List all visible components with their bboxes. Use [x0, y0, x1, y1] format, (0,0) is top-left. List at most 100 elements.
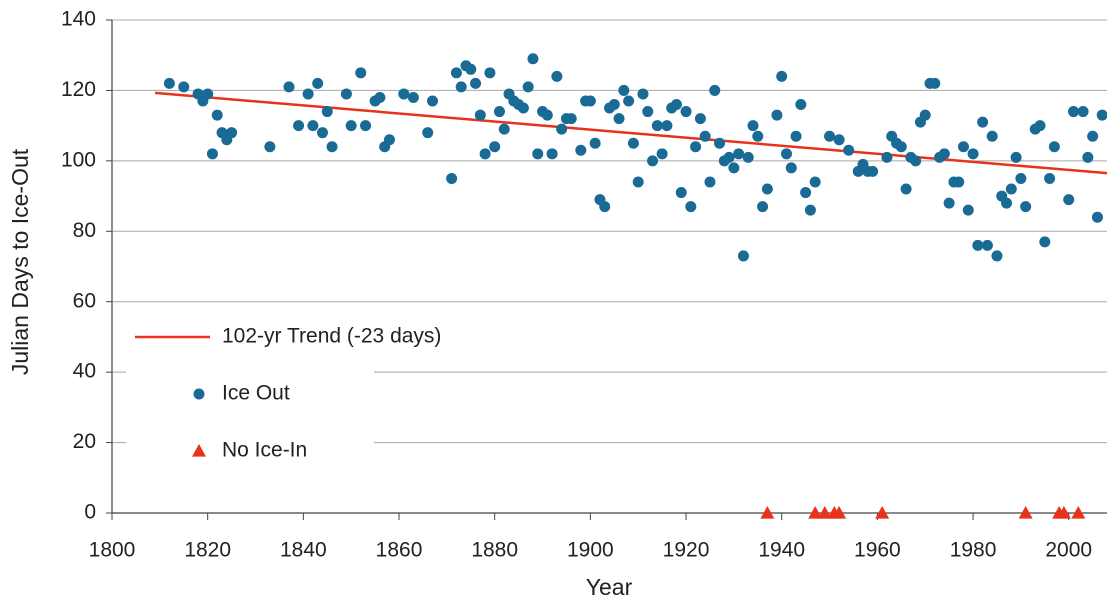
ice-out-point: [771, 109, 783, 121]
ice-out-point: [302, 88, 314, 100]
ice-out-point: [551, 70, 563, 82]
ice-out-point: [776, 70, 788, 82]
ice-out-point: [1005, 183, 1017, 195]
ice-out-point: [962, 204, 974, 216]
ice-out-point: [824, 130, 836, 142]
x-tick-label: 1900: [567, 539, 614, 562]
ice-out-point: [623, 95, 635, 107]
ice-out-point: [680, 106, 692, 118]
ice-out-point: [752, 130, 764, 142]
ice-out-point: [647, 155, 659, 167]
ice-out-point: [541, 109, 553, 121]
ice-out-point: [345, 120, 357, 132]
ice-out-point: [728, 162, 740, 174]
ice-out-point: [226, 127, 238, 139]
ice-out-point: [422, 127, 434, 139]
no-ice-in-marker: [832, 506, 847, 519]
x-tick-label: 1980: [950, 539, 997, 562]
x-tick-label: 1840: [280, 539, 327, 562]
ice-out-point: [1034, 120, 1046, 132]
ice-out-point: [742, 151, 754, 163]
ice-out-point: [527, 53, 539, 65]
ice-out-point: [398, 88, 410, 100]
ice-out-point: [694, 113, 706, 125]
ice-out-point: [465, 63, 477, 75]
ice-out-point: [881, 151, 893, 163]
ice-out-point: [321, 106, 333, 118]
legend-label: 102-yr Trend (-23 days): [222, 325, 441, 348]
ice-out-point: [427, 95, 439, 107]
ice-out-point: [733, 148, 745, 160]
ice-out-point: [474, 109, 486, 121]
x-tick-label: 1820: [184, 539, 231, 562]
legend: 102-yr Trend (-23 days) Ice Out No Ice-In: [135, 325, 441, 462]
ice-out-point: [484, 67, 496, 79]
ice-out-point: [546, 148, 558, 160]
ice-out-point: [1091, 211, 1103, 223]
ice-out-point: [1082, 151, 1094, 163]
y-axis-title: Julian Days to Ice-Out: [7, 148, 33, 375]
x-tick-label: 1800: [89, 539, 136, 562]
ice-out-point: [1063, 194, 1075, 206]
x-tick-label: 1880: [471, 539, 518, 562]
ice-out-point: [355, 67, 367, 79]
ice-out-point: [383, 134, 395, 146]
ice-out-point: [1048, 141, 1060, 153]
ice-out-point: [780, 148, 792, 160]
x-tick-label: 1940: [758, 539, 805, 562]
ice-out-point: [709, 84, 721, 96]
legend-label: No Ice-In: [222, 439, 307, 462]
ice-out-point: [757, 201, 769, 213]
ice-out-point: [747, 120, 759, 132]
ice-out-point: [575, 144, 587, 156]
ice-out-point: [450, 67, 462, 79]
ice-out-point: [618, 84, 630, 96]
ice-out-point: [785, 162, 797, 174]
ice-out-point: [517, 102, 529, 114]
ice-out-point: [455, 81, 467, 93]
ice-out-point: [843, 144, 855, 156]
ice-out-point: [206, 148, 218, 160]
ice-out-point: [522, 81, 534, 93]
y-tick-label: 60: [73, 289, 96, 312]
no-ice-in-marker: [808, 506, 823, 519]
ice-out-point: [283, 81, 295, 93]
x-tick-label: 1960: [854, 539, 901, 562]
ice-out-point: [565, 113, 577, 125]
ice-out-point: [986, 130, 998, 142]
ice-out-point: [737, 250, 749, 262]
ice-out-point: [699, 130, 711, 142]
y-tick-label: 0: [84, 501, 96, 524]
no-ice-in-marker: [1018, 506, 1033, 519]
ice-out-point: [326, 141, 338, 153]
ice-out-point: [833, 134, 845, 146]
ice-out-point: [953, 176, 965, 188]
ice-out-point: [608, 99, 620, 111]
ice-out-point: [943, 197, 955, 209]
y-tick-label: 120: [61, 78, 96, 101]
y-tick-label: 40: [73, 360, 96, 383]
ice-out-point: [312, 77, 324, 89]
ice-out-point: [967, 148, 979, 160]
legend-box: [126, 316, 374, 472]
ice-out-point: [675, 187, 687, 199]
ice-out-point: [1044, 172, 1056, 184]
ice-out-point: [1068, 106, 1080, 118]
ice-out-point: [613, 113, 625, 125]
ice-out-point: [651, 120, 663, 132]
ice-out-point: [714, 137, 726, 149]
ice-out-point: [599, 201, 611, 213]
ice-out-point: [211, 109, 223, 121]
ice-out-point: [1010, 151, 1022, 163]
ice-out-point: [938, 148, 950, 160]
ice-out-point: [800, 187, 812, 199]
legend-label: Ice Out: [222, 382, 290, 405]
ice-out-point: [981, 239, 993, 251]
ice-out-point: [584, 95, 596, 107]
y-tick-label: 80: [73, 219, 96, 242]
ice-out-point: [360, 120, 372, 132]
ice-out-point: [556, 123, 568, 135]
ice-out-point: [867, 165, 879, 177]
no-ice-in-marker: [760, 506, 775, 519]
ice-out-point: [685, 201, 697, 213]
